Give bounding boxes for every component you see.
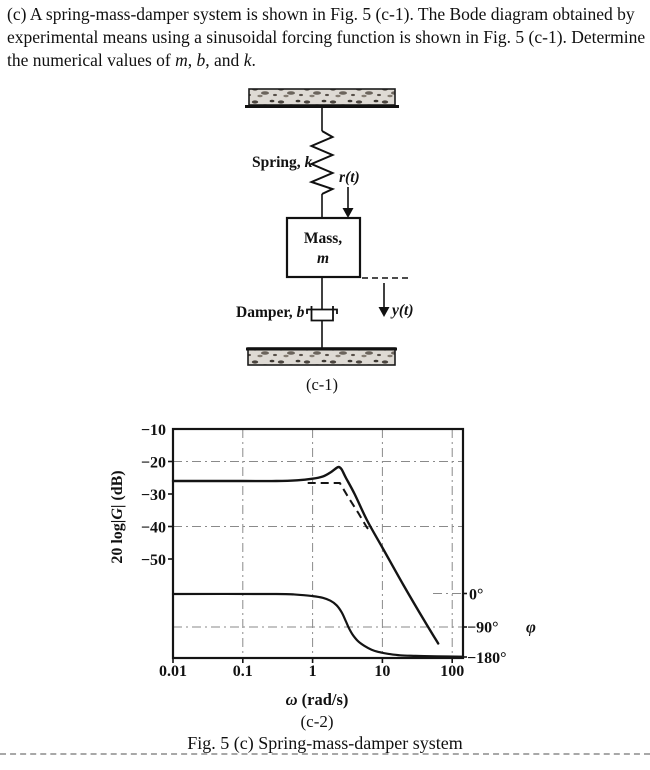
y-tick-label: −30 — [141, 487, 166, 504]
figure-caption: Fig. 5 (c) Spring-mass-damper system — [187, 733, 463, 753]
output-arrowhead-icon — [378, 307, 390, 317]
ceiling-bar — [248, 88, 396, 106]
separator: , — [187, 50, 197, 70]
tick-marks — [168, 460, 467, 663]
y-tick-labels: −10 −20 −30 −40 −50 — [141, 422, 166, 569]
phase-axis-symbol: φ — [526, 618, 536, 637]
input-force-label: r(t) — [339, 169, 360, 186]
symbol-m: m — [175, 50, 188, 70]
phase-tick-labels: 0° −90° −180° φ — [467, 587, 536, 668]
x-tick-label: 100 — [440, 663, 464, 680]
damper-piston — [306, 308, 338, 314]
phase-tick-label: 0° — [469, 587, 483, 604]
y-tick-label: −50 — [141, 552, 166, 569]
y-tick-label: −20 — [141, 455, 166, 472]
problem-line-3: the numerical values of m, b, and k. — [7, 49, 647, 72]
diagram-caption: (c-1) — [306, 375, 338, 394]
page-divider-dashed-line — [0, 753, 650, 755]
output-label: y(t) — [390, 302, 414, 319]
phase-curve — [171, 592, 465, 658]
x-axis-title: ω (rad/s) — [172, 690, 462, 710]
x-tick-labels: 0.01 0.1 1 10 100 — [159, 663, 464, 680]
y-axis-title: 20 log|G| (dB) — [109, 470, 126, 563]
spring-mass-damper-diagram: Spring, k r(t) Mass, m y(t) Damper, b (c… — [236, 88, 414, 394]
x-tick-label: 10 — [374, 663, 390, 680]
mass-box — [285, 216, 362, 279]
magnitude-curve — [171, 465, 440, 645]
bode-caption: (c-2) — [300, 712, 334, 731]
separator: , and — [205, 50, 244, 70]
input-force-arrowhead-icon — [342, 208, 354, 218]
y-tick-label: −10 — [141, 422, 166, 439]
mass-symbol: m — [317, 250, 329, 267]
symbol-k: k — [243, 50, 252, 70]
x-tick-label: 0.1 — [233, 663, 253, 680]
problem-statement: (c) A spring-mass-damper system is shown… — [7, 3, 647, 72]
x-tick-label: 0.01 — [159, 663, 187, 680]
problem-line-3-prefix: the numerical values of — [7, 50, 176, 70]
symbol-b: b — [196, 50, 206, 70]
ground-bar — [247, 347, 396, 366]
x-axis-unit: (rad/s) — [297, 690, 349, 709]
bode-plot: −10 −20 −30 −40 −50 0.01 0.1 1 10 100 0°… — [109, 422, 536, 680]
omega-symbol: ω — [285, 690, 298, 709]
gridlines — [173, 429, 463, 658]
magnitude-asymptote-curve — [307, 482, 373, 533]
period: . — [251, 50, 256, 70]
x-tick-label: 1 — [309, 663, 317, 680]
phase-tick-label: −180° — [467, 650, 507, 667]
problem-line-2: experimental means using a sinusoidal fo… — [7, 27, 646, 47]
spring-coil — [308, 130, 336, 195]
plot-border — [171, 427, 465, 660]
spring-label: Spring, k — [252, 154, 313, 171]
damper-label: Damper, b — [236, 304, 305, 321]
mass-label: Mass, — [304, 230, 342, 247]
phase-tick-label: −90° — [467, 620, 499, 637]
y-tick-label: −40 — [141, 520, 166, 537]
problem-line-1: (c) A spring-mass-damper system is shown… — [7, 4, 635, 24]
